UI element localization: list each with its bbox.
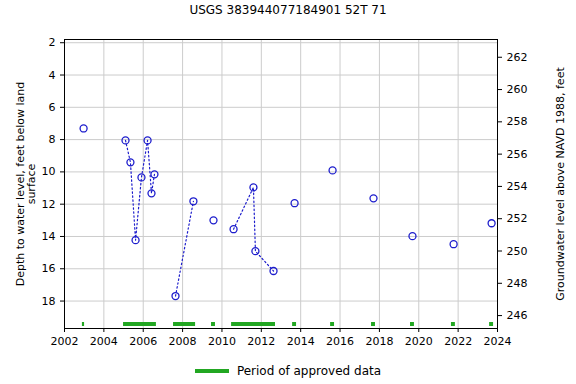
svg-text:12: 12 [42,198,56,211]
svg-text:2010: 2010 [208,335,236,348]
svg-text:254: 254 [507,180,528,193]
svg-text:2006: 2006 [129,335,157,348]
svg-text:2014: 2014 [287,335,315,348]
svg-text:256: 256 [507,148,528,161]
svg-text:250: 250 [507,245,528,258]
svg-text:10: 10 [42,165,56,178]
svg-text:248: 248 [507,277,528,290]
svg-text:8: 8 [49,133,56,146]
svg-text:4: 4 [49,69,56,82]
svg-text:Depth to water level, feet bel: Depth to water level, feet below landsur… [14,82,38,287]
svg-text:262: 262 [507,51,528,64]
svg-text:16: 16 [42,262,56,275]
html-text:Period of approved data: Period of approved data [236,364,382,378]
svg-text:2016: 2016 [326,335,354,348]
svg-text:Groundwater level above NAVD 1: Groundwater level above NAVD 1988, feet [554,67,567,301]
svg-text:252: 252 [507,212,528,225]
svg-text:258: 258 [507,115,528,128]
svg-text:18: 18 [42,295,56,308]
svg-text:260: 260 [507,83,528,96]
svg-text:2002: 2002 [51,335,79,348]
svg-text:2020: 2020 [405,335,433,348]
svg-text:14: 14 [42,230,56,243]
svg-text:2024: 2024 [484,335,512,348]
svg-text:246: 246 [507,309,528,322]
svg-text:6: 6 [49,101,56,114]
svg-text:2012: 2012 [247,335,275,348]
svg-text:2022: 2022 [444,335,472,348]
svg-text:2004: 2004 [90,335,118,348]
svg-text:2: 2 [49,36,56,49]
html-text:USGS 383944077184901 52T 71: USGS 383944077184901 52T 71 [189,3,387,17]
svg-text:2018: 2018 [365,335,393,348]
svg-text:2008: 2008 [169,335,197,348]
